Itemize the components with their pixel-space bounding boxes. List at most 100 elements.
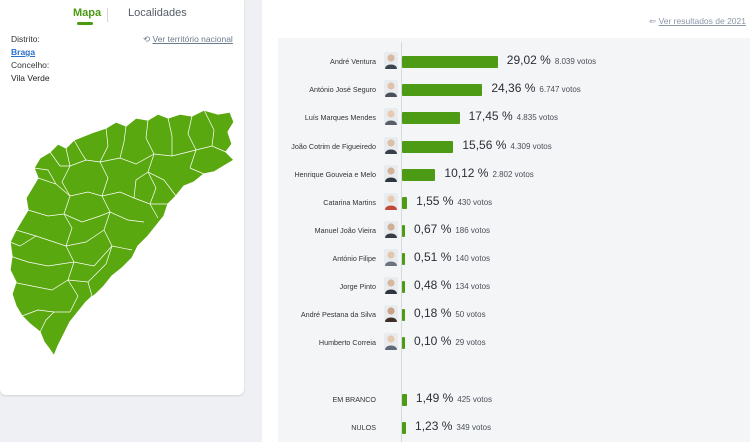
municipality-value: Vila Verde: [11, 73, 50, 83]
candidate-name: Luís Marques Mendes: [304, 113, 376, 122]
tab-divider: [107, 8, 108, 22]
vote-count: 425 votos: [457, 395, 492, 404]
candidate-name: Humberto Correia: [318, 338, 376, 347]
candidate-row[interactable]: António José Seguro 24,36 % 6.747 votos: [278, 80, 750, 100]
active-tab-indicator: [77, 22, 93, 25]
vote-share-bar: [402, 337, 405, 349]
candidate-row[interactable]: Henrique Gouveia e Melo 10,12 % 2.802 voto…: [278, 165, 750, 185]
tab-map-label: Mapa: [73, 7, 102, 19]
parish-map-svg: [9, 109, 235, 357]
chart-baseline: [401, 42, 402, 442]
null-label: NULOS: [351, 423, 376, 432]
candidate-name: João Cotrim de Figueiredo: [291, 142, 376, 151]
location-info: Distrito: Braga Concelho: Vila Verde: [11, 33, 50, 85]
vote-percentage: 15,56 %: [462, 138, 507, 152]
vote-share-bar: [402, 253, 405, 265]
candidate-avatar: [384, 249, 398, 266]
candidate-avatar: [384, 333, 398, 350]
blank-row[interactable]: EM BRANCO 1,49 % 425 votos: [278, 390, 750, 410]
candidate-avatar: [384, 137, 398, 154]
reset-icon: ⟲: [143, 34, 151, 44]
vote-share-bar: [402, 169, 436, 181]
candidate-row[interactable]: Humberto Correia 0,10 % 29 votos: [278, 333, 750, 353]
vote-count: 50 votos: [455, 310, 486, 319]
candidate-avatar: [384, 221, 398, 238]
map-panel: Mapa Localidades Distrito: Braga Concelh…: [0, 0, 244, 395]
candidate-avatar: [384, 277, 398, 294]
candidate-name: André Pestana da Silva: [300, 310, 376, 319]
vote-share-bar: [402, 309, 405, 321]
candidate-name: António Filipe: [332, 254, 376, 263]
candidate-avatar: [384, 165, 398, 182]
null-row[interactable]: NULOS 1,23 % 349 votos: [278, 418, 750, 438]
view-tabs: Mapa Localidades: [0, 5, 244, 27]
blank-label: EM BRANCO: [332, 395, 376, 404]
vote-share-bar: [402, 56, 498, 68]
candidate-name: Manuel João Vieira: [314, 226, 376, 235]
vote-count: 186 votos: [455, 226, 491, 235]
candidate-row[interactable]: Jorge Pinto 0,48 % 134 votos: [278, 277, 750, 297]
candidate-row[interactable]: André Ventura 29,02 % 8.039 votos: [278, 52, 750, 72]
vote-count: 29 votos: [455, 338, 486, 347]
district-link[interactable]: Braga: [11, 47, 36, 57]
vote-count: 4.835 votos: [516, 113, 558, 122]
vote-count: 8.039 votos: [554, 57, 597, 66]
candidate-avatar: [384, 193, 398, 210]
vote-share-bar: [402, 141, 454, 153]
vote-percentage: 0,51 %: [414, 250, 452, 264]
vote-count: 2.802 votos: [492, 170, 534, 179]
municipality-map[interactable]: [8, 96, 240, 360]
vote-percentage: 0,48 %: [414, 278, 452, 292]
candidate-name: Henrique Gouveia e Melo: [294, 170, 376, 179]
vote-count: 140 votos: [455, 254, 491, 263]
arrow-left-icon: ⇐: [649, 16, 657, 26]
vote-percentage: 24,36 %: [491, 81, 536, 95]
parish-borders: [9, 109, 227, 333]
tab-localities-label: Localidades: [128, 7, 187, 19]
tab-localities[interactable]: Localidades: [128, 7, 187, 19]
candidate-avatar: [384, 52, 398, 69]
vote-count: 4.309 votos: [510, 142, 552, 151]
vote-percentage: 0,67 %: [414, 222, 452, 236]
candidate-name: António José Seguro: [309, 85, 376, 94]
candidate-avatar: [384, 108, 398, 125]
vote-count: 134 votos: [455, 282, 491, 291]
candidate-name: Jorge Pinto: [339, 282, 376, 291]
candidate-row[interactable]: Manuel João Vieira 0,67 % 186 votos: [278, 221, 750, 241]
candidate-name: Catarina Martins: [323, 198, 376, 207]
vote-percentage: 1,23 %: [415, 419, 453, 433]
vote-share-bar: [402, 225, 405, 237]
vote-share-bar: [402, 112, 460, 124]
candidate-avatar: [384, 305, 398, 322]
vote-percentage: 0,18 %: [414, 306, 452, 320]
vote-percentage: 17,45 %: [468, 109, 513, 123]
vote-count: 6.747 votos: [539, 85, 581, 94]
vote-count: 430 votos: [457, 198, 493, 207]
vote-share-bar: [402, 422, 407, 434]
candidate-row[interactable]: António Filipe 0,51 % 140 votos: [278, 249, 750, 269]
map-region-outline: [9, 109, 235, 357]
municipality-label: Concelho:: [11, 60, 50, 70]
candidate-row[interactable]: Catarina Martins 1,55 % 430 votos: [278, 193, 750, 213]
national-territory-link[interactable]: ⟲ Ver território nacional: [143, 34, 233, 45]
national-territory-label: Ver território nacional: [152, 34, 233, 44]
vote-percentage: 1,49 %: [415, 391, 454, 405]
previous-results-link[interactable]: ⇐ Ver resultados de 2021: [649, 16, 746, 27]
vote-percentage: 10,12 %: [444, 166, 489, 180]
district-label: Distrito:: [11, 34, 40, 44]
candidate-row[interactable]: André Pestana da Silva 0,18 % 50 votos: [278, 305, 750, 325]
vote-percentage: 29,02 %: [506, 53, 551, 67]
vote-count: 349 votos: [456, 423, 492, 432]
previous-results-label: Ver resultados de 2021: [658, 16, 746, 26]
results-chart-area: [278, 38, 750, 442]
candidate-avatar: [384, 80, 398, 97]
vote-share-bar: [402, 197, 408, 209]
candidate-name: André Ventura: [330, 57, 376, 66]
vote-share-bar: [402, 84, 483, 96]
vote-percentage: 0,10 %: [414, 334, 452, 348]
candidate-row[interactable]: João Cotrim de Figueiredo 15,56 % 4.309 vo…: [278, 137, 750, 157]
candidate-row[interactable]: Luís Marques Mendes 17,45 % 4.835 votos: [278, 108, 750, 128]
vote-share-bar: [402, 281, 405, 293]
tab-map[interactable]: Mapa: [73, 7, 102, 25]
vote-share-bar: [402, 394, 407, 406]
